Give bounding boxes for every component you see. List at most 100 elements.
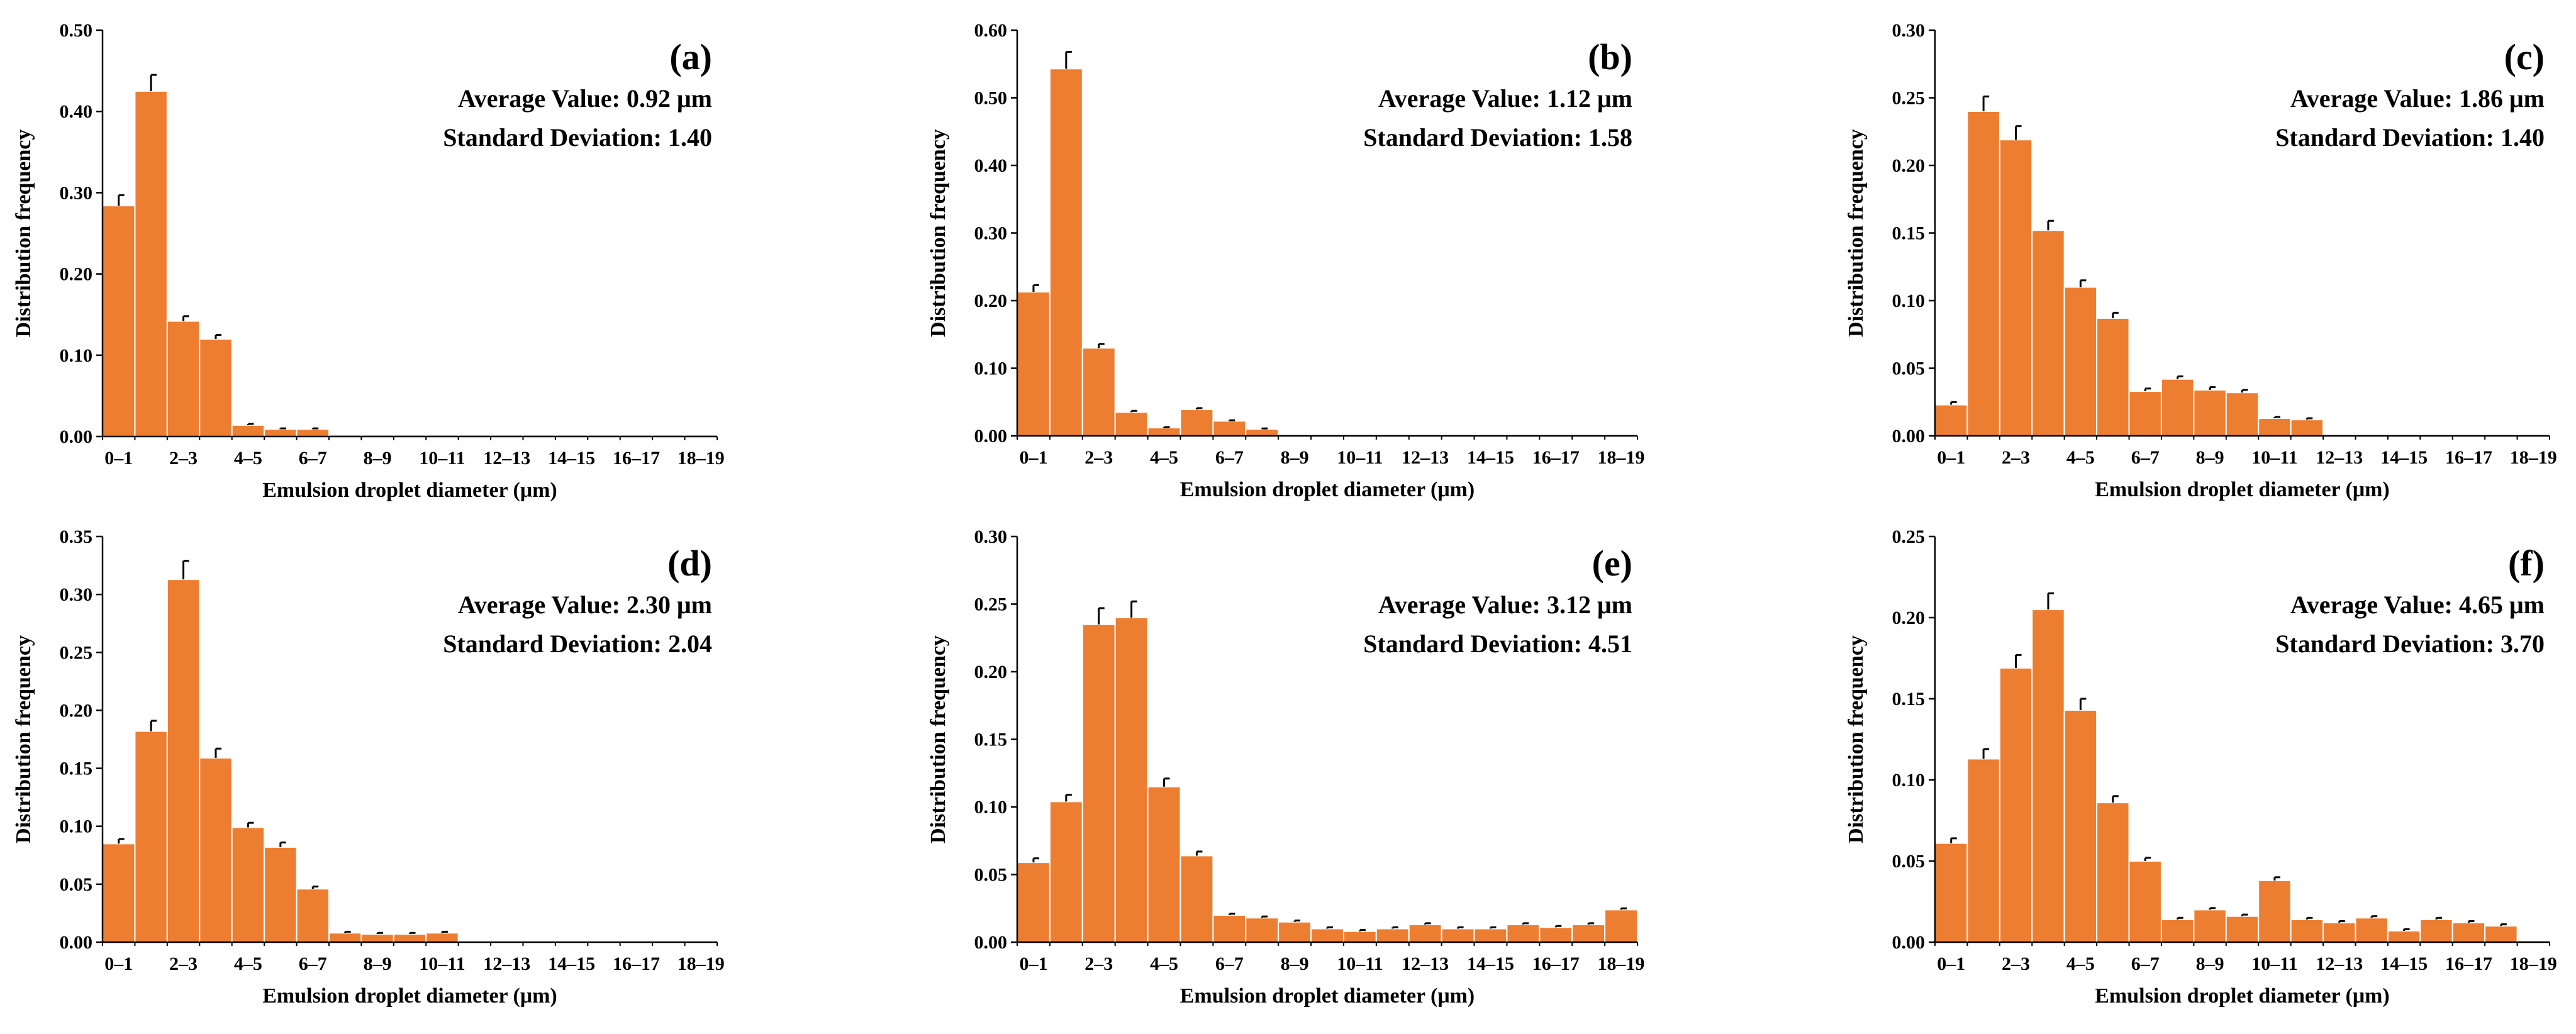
x-tick-label: 6–7 bbox=[2131, 447, 2160, 468]
average-value-annotation: Average Value: 1.12 μm bbox=[1378, 84, 1632, 113]
bar bbox=[2387, 930, 2421, 943]
bar bbox=[264, 846, 298, 943]
chart-panel-b: 0.00 0.10 0.20 0.30 0.40 0.50 0.60 0–1 2–3 4–5 6–7… bbox=[927, 20, 1645, 501]
x-tick-label: 16–17 bbox=[2445, 447, 2492, 468]
x-tick-label: 8–9 bbox=[364, 448, 392, 469]
bar bbox=[2063, 286, 2098, 436]
average-value-annotation: Average Value: 2.30 μm bbox=[458, 591, 712, 619]
x-tick-label: 8–9 bbox=[1281, 447, 1309, 468]
x-tick-label: 12–13 bbox=[483, 953, 530, 974]
x-axis-title: Emulsion droplet diameter (μm) bbox=[1180, 984, 1475, 1008]
bar bbox=[1017, 862, 1051, 943]
x-tick-label: 6–7 bbox=[299, 953, 327, 974]
bar bbox=[1212, 914, 1247, 943]
bar bbox=[360, 933, 394, 943]
y-tick-label: 0.05 bbox=[1892, 851, 1926, 872]
bar bbox=[2096, 317, 2130, 437]
x-tick-label: 18–19 bbox=[677, 448, 725, 469]
y-tick-label: 0.30 bbox=[1892, 20, 1926, 41]
x-tick-label: 18–19 bbox=[1598, 953, 1645, 974]
y-tick-label: 0.30 bbox=[974, 223, 1008, 244]
bar bbox=[393, 933, 427, 943]
x-tick-label: 0–1 bbox=[1937, 447, 1965, 468]
bar bbox=[1114, 411, 1149, 436]
bar bbox=[2290, 419, 2324, 437]
x-tick-label: 6–7 bbox=[2131, 953, 2160, 974]
y-axis-title: Distribution frequency bbox=[927, 635, 950, 843]
bar bbox=[2063, 709, 2098, 943]
panel-label: (b) bbox=[1588, 36, 1632, 77]
bar bbox=[1179, 855, 1214, 943]
chart-panel-c: 0.00 0.05 0.10 0.15 0.20 0.25 0.30 0–1 2–3 4–5 6–7… bbox=[1844, 20, 2557, 501]
y-tick-label: 0.10 bbox=[60, 816, 93, 837]
bar bbox=[1081, 347, 1116, 436]
panel-label: (a) bbox=[669, 36, 712, 77]
y-tick-label: 0.40 bbox=[974, 155, 1008, 176]
bar bbox=[1342, 930, 1377, 943]
bar bbox=[2193, 909, 2227, 943]
x-tick-label: 14–15 bbox=[1467, 953, 1514, 974]
x-axis-title: Emulsion droplet diameter (μm) bbox=[262, 479, 557, 502]
y-axis-title: Distribution frequency bbox=[12, 635, 35, 843]
x-tick-label: 12–13 bbox=[1402, 447, 1449, 468]
x-tick-label: 0–1 bbox=[1019, 953, 1047, 974]
x-tick-label: 18–19 bbox=[677, 953, 725, 974]
bar bbox=[2193, 389, 2227, 437]
y-tick-label: 0.15 bbox=[1892, 689, 1926, 709]
bar bbox=[328, 932, 362, 943]
x-tick-label: 6–7 bbox=[1215, 953, 1244, 974]
bar bbox=[1081, 623, 1116, 943]
x-tick-label: 0–1 bbox=[104, 448, 133, 469]
y-tick-label: 0.10 bbox=[60, 345, 93, 366]
y-tick-label: 0.00 bbox=[1892, 426, 1926, 447]
standard-deviation-annotation: Standard Deviation: 1.40 bbox=[2275, 123, 2545, 152]
y-axis-title: Distribution frequency bbox=[1844, 129, 1868, 337]
bar bbox=[134, 90, 168, 437]
x-tick-label: 14–15 bbox=[548, 953, 595, 974]
bar bbox=[1934, 404, 1968, 436]
x-tick-label: 2–3 bbox=[1084, 447, 1113, 468]
bar bbox=[1539, 926, 1573, 943]
bar bbox=[1375, 928, 1410, 943]
x-tick-label: 2–3 bbox=[169, 953, 198, 974]
x-tick-label: 2–3 bbox=[2002, 953, 2030, 974]
y-tick-label: 0.10 bbox=[1892, 770, 1926, 791]
x-tick-label: 18–19 bbox=[2510, 953, 2557, 974]
average-value-annotation: Average Value: 4.65 μm bbox=[2290, 591, 2545, 619]
panel-label: (e) bbox=[1592, 543, 1632, 584]
y-tick-label: 0.00 bbox=[60, 426, 93, 447]
y-tick-label: 0.10 bbox=[974, 359, 1008, 379]
panel-label: (f) bbox=[2508, 543, 2545, 584]
bar bbox=[1278, 921, 1312, 943]
y-tick-label: 0.60 bbox=[974, 20, 1008, 41]
panel-label: (c) bbox=[2504, 36, 2545, 77]
y-tick-label: 0.25 bbox=[974, 594, 1008, 615]
y-tick-label: 0.00 bbox=[1892, 932, 1926, 953]
bar bbox=[2258, 879, 2292, 943]
y-tick-label: 0.00 bbox=[974, 426, 1008, 447]
x-tick-label: 16–17 bbox=[1532, 447, 1580, 468]
bar bbox=[1441, 928, 1475, 943]
bar bbox=[2031, 609, 2065, 943]
bar bbox=[2225, 392, 2260, 437]
x-tick-label: 0–1 bbox=[104, 953, 133, 974]
bar bbox=[1049, 68, 1083, 436]
y-tick-label: 0.20 bbox=[974, 291, 1008, 311]
bar bbox=[2322, 922, 2356, 943]
bar bbox=[264, 428, 298, 438]
y-tick-label: 0.30 bbox=[974, 526, 1008, 547]
x-tick-label: 12–13 bbox=[1402, 953, 1449, 974]
standard-deviation-annotation: Standard Deviation: 4.51 bbox=[1363, 630, 1632, 658]
bar bbox=[1999, 667, 2033, 943]
x-tick-label: 14–15 bbox=[2380, 953, 2428, 974]
y-tick-label: 0.00 bbox=[974, 932, 1008, 953]
y-tick-label: 0.35 bbox=[60, 526, 93, 547]
standard-deviation-annotation: Standard Deviation: 2.04 bbox=[443, 630, 712, 658]
y-axis-title: Distribution frequency bbox=[12, 130, 35, 338]
x-tick-label: 8–9 bbox=[1281, 953, 1309, 974]
y-tick-label: 0.25 bbox=[60, 642, 93, 663]
bar bbox=[199, 338, 233, 438]
y-tick-label: 0.30 bbox=[60, 584, 93, 605]
y-tick-label: 0.10 bbox=[1892, 291, 1926, 311]
bar bbox=[102, 205, 136, 437]
